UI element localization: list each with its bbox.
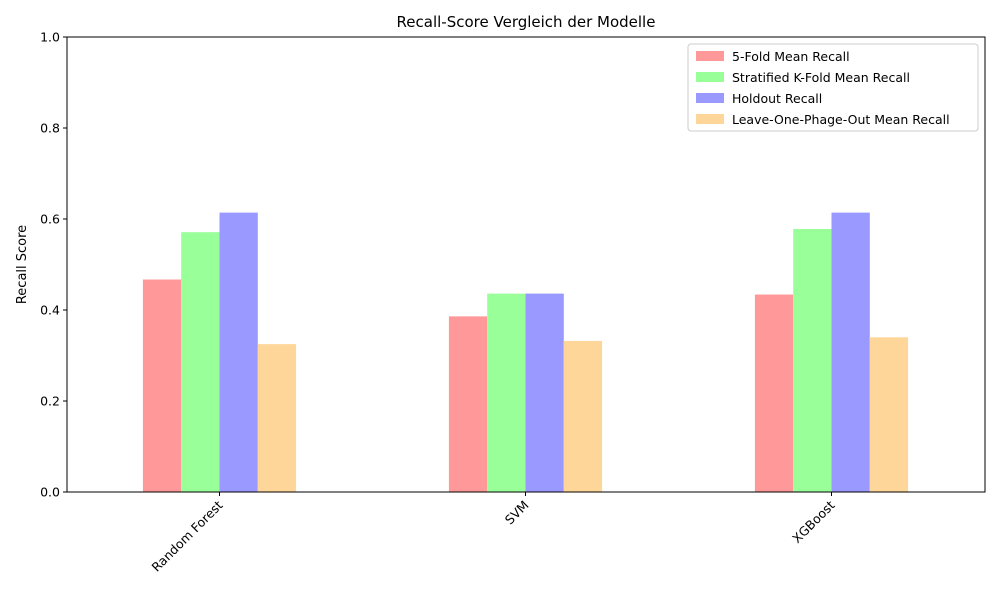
bar (869, 337, 909, 492)
y-tick-label: 0.0 (40, 485, 60, 500)
x-tick-label: Random Forest (148, 497, 225, 574)
bar (831, 212, 870, 492)
y-axis: 0.0 0.2 0.4 0.6 0.8 1.0 (40, 30, 67, 500)
y-tick-label: 0.2 (40, 394, 60, 409)
bars-group (142, 212, 909, 492)
bar (257, 344, 297, 492)
bar (563, 340, 603, 492)
y-tick-label: 1.0 (40, 30, 60, 45)
legend-swatch (696, 51, 724, 61)
y-tick-label: 0.8 (40, 121, 60, 136)
y-tick-label: 0.6 (40, 212, 60, 227)
legend-label: Stratified K-Fold Mean Recall (732, 70, 910, 85)
bar (142, 279, 182, 492)
legend-swatch (696, 114, 724, 124)
chart-title: Recall-Score Vergleich der Modelle (397, 13, 656, 31)
legend-swatch (696, 93, 724, 103)
bar (754, 294, 794, 492)
bar (487, 293, 526, 492)
legend-swatch (696, 72, 724, 82)
legend-label: Leave-One-Phage-Out Mean Recall (732, 112, 950, 127)
legend-label: Holdout Recall (732, 91, 822, 106)
legend: 5-Fold Mean Recall Stratified K-Fold Mean… (687, 43, 979, 132)
plot-frame (66, 36, 986, 493)
y-tick-label: 0.4 (40, 303, 60, 318)
bar (525, 293, 564, 492)
bar (219, 212, 258, 492)
x-tick-label: SVM (502, 498, 532, 528)
y-axis-title: Recall Score (15, 225, 30, 304)
bar (793, 229, 832, 492)
bar (448, 316, 488, 492)
bar (181, 232, 220, 492)
x-axis: Random Forest SVM XGBoost (148, 492, 838, 575)
legend-label: 5-Fold Mean Recall (732, 49, 850, 64)
legend-box (687, 43, 979, 132)
x-tick-label: XGBoost (789, 497, 838, 546)
